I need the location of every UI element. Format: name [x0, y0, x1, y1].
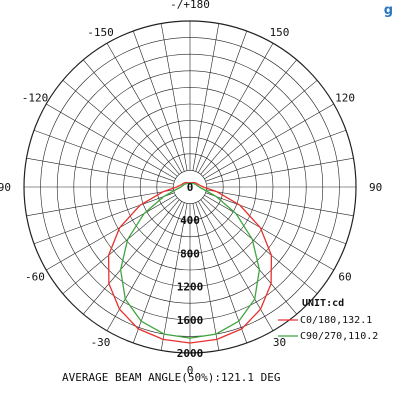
grid-ray — [200, 199, 297, 315]
grid-ray — [132, 202, 185, 344]
grid-ray — [206, 189, 354, 217]
grid-ray — [206, 157, 354, 185]
series-curve-c0-180 — [107, 181, 273, 344]
radial-labels: 0 400 800 1200 1600 2000 — [177, 181, 204, 360]
grid-ray — [46, 103, 176, 179]
grid-ray — [26, 189, 174, 217]
angle-label: -/+180 — [170, 0, 210, 11]
angle-label: 90 — [369, 181, 382, 194]
radial-tick-label: 0 — [187, 181, 194, 194]
grid-ray — [62, 80, 178, 177]
angle-label: 120 — [335, 92, 355, 105]
angle-label: -60 — [25, 271, 45, 284]
radial-tick-label: 400 — [180, 214, 200, 227]
angle-label: -30 — [91, 336, 111, 349]
grid-ray — [192, 203, 220, 351]
grid-ray — [202, 197, 318, 294]
grid-ray — [192, 23, 220, 171]
grid-ray — [62, 197, 178, 294]
grid-ray — [205, 129, 347, 182]
beam-angle-footer: AVERAGE BEAM ANGLE(50%):121.1 DEG — [62, 371, 281, 384]
radial-tick-label: 1600 — [177, 314, 204, 327]
grid-ray — [195, 30, 248, 172]
grid-ray — [106, 43, 182, 173]
angle-label: -120 — [22, 92, 49, 105]
legend-items: C0/180,132.1 C90/270,110.2 — [278, 315, 378, 342]
legend: UNIT:cd C0/180,132.1 C90/270,110.2 — [278, 298, 378, 342]
header-title-fragment: g — [384, 3, 393, 18]
radial-tick-label: 1200 — [177, 281, 204, 294]
radial-tick-label: 2000 — [177, 347, 204, 360]
grid-ray — [195, 202, 248, 344]
series-layer — [107, 181, 273, 344]
grid-ray — [106, 201, 182, 331]
series-curve-c90-270 — [119, 182, 261, 339]
grid-ray — [132, 30, 185, 172]
grid-ray — [204, 195, 334, 271]
grid-ray — [33, 129, 175, 182]
grid-ray — [33, 192, 175, 245]
grid-ray — [202, 80, 318, 177]
radial-tick-label: 800 — [180, 247, 200, 260]
grid-ray — [160, 203, 188, 351]
legend-label: C0/180,132.1 — [300, 315, 372, 326]
grid-ray — [160, 23, 188, 171]
angle-label: 60 — [338, 271, 351, 284]
angle-labels: -/+180 150 -150 120 -120 90 -90 60 -60 30 -30 0 — [0, 0, 382, 377]
angle-label: -90 — [0, 181, 11, 194]
grid-ray — [204, 103, 334, 179]
grid-ray — [198, 43, 274, 173]
angle-label: -150 — [87, 26, 114, 39]
grid-rays — [24, 21, 356, 353]
grid-ray — [46, 195, 176, 271]
angle-label: 30 — [273, 336, 286, 349]
angle-label: 150 — [270, 26, 290, 39]
grid-ray — [26, 157, 174, 185]
unit-label: UNIT:cd — [302, 298, 344, 309]
angle-label: 0 — [187, 364, 194, 377]
grid-ray — [205, 192, 347, 245]
grid-ray — [200, 59, 297, 175]
grid-ray — [83, 59, 180, 175]
legend-label: C90/270,110.2 — [300, 331, 378, 342]
grid-ray — [198, 201, 274, 331]
grid-ray — [83, 199, 180, 315]
